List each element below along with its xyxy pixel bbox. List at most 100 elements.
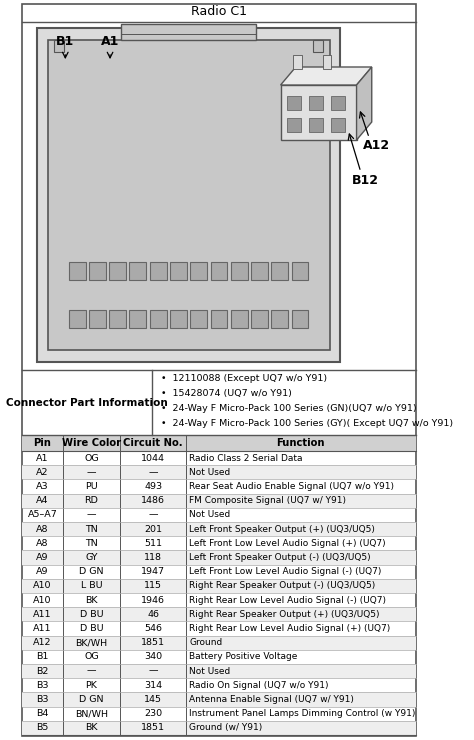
Text: A1: A1 xyxy=(101,35,119,48)
Bar xyxy=(89,310,106,328)
Text: GY: GY xyxy=(85,553,98,562)
Text: D BU: D BU xyxy=(80,624,103,633)
Bar xyxy=(210,310,228,328)
Text: L BU: L BU xyxy=(81,582,102,591)
Text: 511: 511 xyxy=(144,539,162,548)
Text: A10: A10 xyxy=(33,582,52,591)
Text: Not Used: Not Used xyxy=(190,511,231,519)
Bar xyxy=(309,96,323,110)
Text: 201: 201 xyxy=(144,525,162,534)
Text: 1851: 1851 xyxy=(141,724,165,733)
Text: Radio C1: Radio C1 xyxy=(191,4,247,18)
Bar xyxy=(55,40,64,52)
Text: —: — xyxy=(87,511,96,519)
Bar xyxy=(331,118,345,132)
Bar xyxy=(292,262,309,280)
Text: Right Rear Low Level Audio Signal (-) (UQ7): Right Rear Low Level Audio Signal (-) (U… xyxy=(190,596,386,605)
Bar xyxy=(323,55,331,69)
Text: 1044: 1044 xyxy=(141,454,165,462)
Text: A9: A9 xyxy=(36,567,49,576)
Text: •  12110088 (Except UQ7 w/o Y91): • 12110088 (Except UQ7 w/o Y91) xyxy=(161,374,327,383)
Text: —: — xyxy=(148,468,158,477)
Text: Left Front Speaker Output (-) (UQ3/UQ5): Left Front Speaker Output (-) (UQ3/UQ5) xyxy=(190,553,371,562)
Bar xyxy=(251,262,268,280)
Text: D GN: D GN xyxy=(79,695,104,704)
Bar xyxy=(271,310,288,328)
Text: A4: A4 xyxy=(36,497,49,505)
Text: PK: PK xyxy=(85,681,98,690)
Text: Left Front Speaker Output (+) (UQ3/UQ5): Left Front Speaker Output (+) (UQ3/UQ5) xyxy=(190,525,375,534)
Text: BK: BK xyxy=(85,596,98,605)
Text: Antenna Enable Signal (UQ7 w/ Y91): Antenna Enable Signal (UQ7 w/ Y91) xyxy=(190,695,354,704)
Polygon shape xyxy=(356,67,372,140)
Text: A5–A7: A5–A7 xyxy=(27,511,57,519)
Text: A10: A10 xyxy=(33,596,52,605)
Bar xyxy=(331,96,345,110)
Text: 1947: 1947 xyxy=(141,567,165,576)
Bar xyxy=(293,55,301,69)
Bar xyxy=(251,310,268,328)
Text: A11: A11 xyxy=(33,610,52,619)
Bar xyxy=(37,28,340,362)
Text: A12: A12 xyxy=(33,638,52,648)
Text: A8: A8 xyxy=(36,525,49,534)
Bar xyxy=(190,262,207,280)
Bar xyxy=(22,579,416,593)
Text: B3: B3 xyxy=(36,681,49,690)
Bar xyxy=(22,693,416,707)
Text: Rear Seat Audio Enable Signal (UQ7 w/o Y91): Rear Seat Audio Enable Signal (UQ7 w/o Y… xyxy=(190,482,394,491)
Text: 46: 46 xyxy=(147,610,159,619)
Text: Not Used: Not Used xyxy=(190,667,231,676)
Bar xyxy=(69,262,86,280)
Text: Right Rear Speaker Output (+) (UQ3/UQ5): Right Rear Speaker Output (+) (UQ3/UQ5) xyxy=(190,610,380,619)
Text: 1851: 1851 xyxy=(141,638,165,648)
Bar xyxy=(22,435,416,451)
Bar xyxy=(47,40,329,350)
Bar xyxy=(150,310,166,328)
Text: A8: A8 xyxy=(36,539,49,548)
Text: B5: B5 xyxy=(36,724,49,733)
Bar xyxy=(22,608,416,622)
Text: BK: BK xyxy=(85,724,98,733)
Bar xyxy=(231,262,247,280)
Text: B1: B1 xyxy=(56,35,74,48)
Text: —: — xyxy=(87,667,96,676)
Text: TN: TN xyxy=(85,525,98,534)
Bar xyxy=(89,262,106,280)
Text: OG: OG xyxy=(84,454,99,462)
Text: •  24-Way F Micro-Pack 100 Series (GY)( Except UQ7 w/o Y91): • 24-Way F Micro-Pack 100 Series (GY)( E… xyxy=(161,419,453,428)
Text: D BU: D BU xyxy=(80,610,103,619)
Text: —: — xyxy=(148,667,158,676)
Text: •  24-Way F Micro-Pack 100 Series (GN)(UQ7 w/o Y91): • 24-Way F Micro-Pack 100 Series (GN)(UQ… xyxy=(161,403,416,412)
Text: A2: A2 xyxy=(36,468,49,477)
Text: 314: 314 xyxy=(144,681,162,690)
Text: —: — xyxy=(148,511,158,519)
Text: RD: RD xyxy=(84,497,99,505)
Text: PU: PU xyxy=(85,482,98,491)
Text: —: — xyxy=(87,468,96,477)
Bar xyxy=(22,664,416,678)
Text: 546: 546 xyxy=(144,624,162,633)
Text: A9: A9 xyxy=(36,553,49,562)
Bar xyxy=(121,24,256,40)
Text: A12: A12 xyxy=(363,138,391,152)
Text: A11: A11 xyxy=(33,624,52,633)
Bar xyxy=(309,118,323,132)
Text: A1: A1 xyxy=(36,454,49,462)
Bar xyxy=(313,40,323,52)
Text: BK/WH: BK/WH xyxy=(75,638,108,648)
Text: Wire Color: Wire Color xyxy=(62,438,121,448)
Text: 118: 118 xyxy=(144,553,162,562)
Text: FM Composite Signal (UQ7 w/ Y91): FM Composite Signal (UQ7 w/ Y91) xyxy=(190,497,346,505)
Text: Ground (w/ Y91): Ground (w/ Y91) xyxy=(190,724,263,733)
Text: Radio On Signal (UQ7 w/o Y91): Radio On Signal (UQ7 w/o Y91) xyxy=(190,681,329,690)
Text: B12: B12 xyxy=(352,173,379,186)
Text: OG: OG xyxy=(84,653,99,662)
Text: BN/WH: BN/WH xyxy=(75,709,108,719)
Bar xyxy=(109,262,126,280)
Text: 340: 340 xyxy=(144,653,162,662)
Bar xyxy=(210,262,228,280)
Text: Right Rear Speaker Output (-) (UQ3/UQ5): Right Rear Speaker Output (-) (UQ3/UQ5) xyxy=(190,582,376,591)
Text: Instrument Panel Lamps Dimming Control (w Y91): Instrument Panel Lamps Dimming Control (… xyxy=(190,709,416,719)
Text: B4: B4 xyxy=(36,709,49,719)
